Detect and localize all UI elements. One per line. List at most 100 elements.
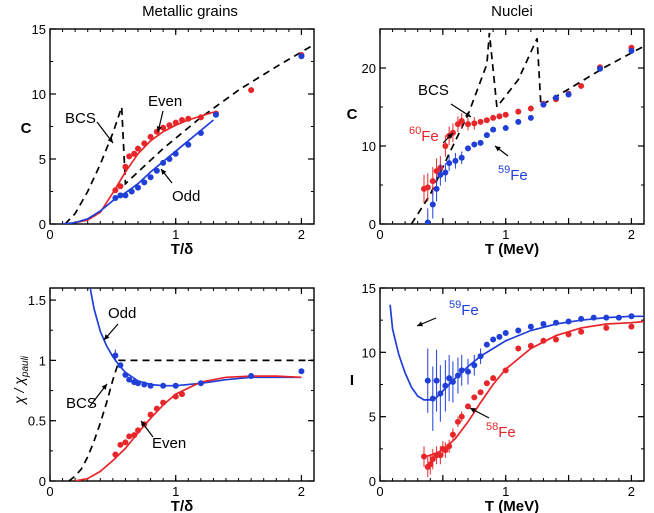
data-point	[477, 139, 484, 146]
data-point	[197, 130, 204, 136]
data-point	[128, 188, 135, 195]
annotation-superscript: 58	[486, 421, 498, 433]
left-column-title: Metallic grains	[142, 3, 238, 20]
data-point	[185, 115, 192, 122]
data-point	[565, 331, 572, 338]
data-point	[424, 219, 431, 224]
y-axis-label: χ / χpauli	[11, 355, 31, 406]
x-axis-label: T (MeV)	[485, 241, 539, 258]
data-point	[126, 376, 133, 383]
data-point	[471, 141, 478, 148]
data-point	[496, 333, 503, 340]
data-point	[471, 120, 478, 127]
data-point	[458, 154, 465, 161]
data-point	[437, 452, 444, 459]
data-point	[437, 171, 444, 178]
data-point	[458, 118, 465, 125]
data-point	[578, 315, 585, 322]
data-point	[553, 94, 559, 101]
series-line-odd	[62, 119, 214, 224]
data-point	[442, 447, 449, 454]
data-point	[515, 118, 522, 125]
y-tick-label: 15	[32, 22, 46, 37]
annotation-arrowhead	[141, 421, 147, 427]
plot-area	[410, 32, 644, 224]
data-point	[446, 443, 453, 450]
data-point	[477, 353, 484, 360]
annotation-label: 59Fe	[498, 164, 528, 184]
annotation-label: 59Fe	[449, 299, 479, 319]
data-point	[615, 314, 622, 321]
annotation-label: BCS	[66, 395, 97, 412]
data-point	[490, 336, 497, 343]
data-point	[458, 367, 465, 374]
series-line-59fe-curve	[389, 304, 644, 401]
annotation-arrowhead	[104, 334, 110, 340]
series-line-bcs	[410, 32, 644, 224]
data-point	[153, 405, 160, 412]
data-point	[160, 399, 167, 406]
x-axis-label: T (MeV)	[485, 498, 539, 513]
series-line-odd	[89, 288, 302, 387]
data-point	[298, 368, 305, 375]
data-point	[483, 132, 490, 139]
data-point	[446, 160, 453, 167]
data-point	[429, 201, 436, 208]
data-point	[135, 184, 141, 191]
data-point	[477, 118, 484, 125]
y-tick-label: 10	[362, 139, 376, 154]
data-point	[172, 382, 179, 389]
data-point	[578, 328, 585, 335]
data-point	[540, 101, 547, 108]
x-axis-label: T/δ	[171, 498, 193, 513]
data-point	[429, 395, 436, 402]
data-point	[135, 145, 141, 152]
y-axis-label: C	[21, 120, 32, 137]
data-point	[126, 433, 133, 440]
y-tick-label: 5	[369, 410, 376, 425]
annotation-arrowhead	[107, 137, 113, 143]
plot-area	[68, 288, 314, 481]
data-point	[540, 337, 547, 344]
data-point	[172, 150, 179, 157]
data-point	[122, 371, 129, 378]
data-point	[458, 413, 465, 420]
data-point	[454, 418, 461, 425]
annotation-arrowhead	[161, 169, 167, 175]
data-point	[483, 341, 490, 348]
data-point	[122, 163, 129, 170]
annotation-arrowhead	[495, 146, 501, 152]
data-point	[160, 124, 167, 131]
series-line-bcs	[68, 359, 314, 481]
data-point	[131, 150, 138, 157]
data-point	[502, 367, 509, 374]
data-point	[527, 114, 534, 121]
data-point	[490, 375, 497, 382]
annotation-label: Odd	[172, 188, 200, 205]
plot-area	[389, 304, 644, 478]
data-point	[197, 380, 204, 387]
data-point	[122, 439, 129, 446]
annotation-arrowhead	[156, 126, 162, 132]
x-tick-label: 2	[298, 484, 305, 499]
data-point	[527, 105, 534, 112]
data-point	[166, 156, 173, 162]
data-point	[179, 117, 185, 123]
x-tick-label: 1	[502, 227, 509, 242]
data-point	[424, 377, 431, 384]
annotation-label: 60Fe	[409, 125, 439, 145]
series-line-even	[74, 375, 302, 481]
data-point	[452, 157, 459, 164]
data-point	[628, 47, 635, 54]
data-point	[502, 125, 509, 132]
data-point	[565, 318, 572, 325]
data-point	[442, 143, 449, 149]
data-point	[465, 403, 471, 410]
y-axis-label: C	[347, 106, 358, 123]
x-tick-label: 0	[376, 227, 383, 242]
data-point	[483, 380, 490, 387]
data-point	[465, 145, 471, 152]
data-point	[212, 111, 219, 118]
y-tick-label: 0.5	[28, 414, 46, 429]
annotation-arrowhead	[417, 321, 423, 327]
